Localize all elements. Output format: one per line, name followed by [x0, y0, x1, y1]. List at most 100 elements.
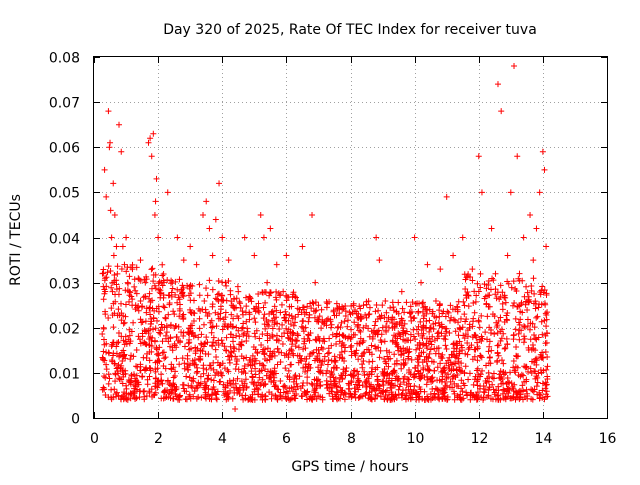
data-point — [189, 384, 196, 391]
data-point — [309, 349, 316, 356]
data-point — [393, 357, 400, 364]
data-point — [392, 375, 399, 382]
data-point — [189, 329, 196, 336]
data-point — [159, 380, 166, 387]
data-point — [273, 307, 280, 314]
data-point — [379, 368, 386, 375]
data-point — [124, 264, 131, 271]
data-point — [133, 264, 140, 271]
data-point — [126, 288, 133, 295]
data-point — [202, 350, 209, 357]
data-point — [478, 312, 485, 319]
data-point — [318, 306, 325, 313]
data-point — [100, 348, 107, 355]
data-point — [279, 321, 286, 328]
data-point — [539, 354, 546, 361]
data-point — [368, 351, 375, 358]
data-point — [143, 341, 150, 348]
data-point — [159, 272, 166, 279]
data-point — [228, 298, 235, 305]
data-point — [407, 313, 414, 320]
data-point — [326, 335, 333, 342]
data-point — [158, 279, 165, 286]
data-point — [512, 363, 519, 370]
data-point — [253, 303, 260, 310]
data-point — [514, 389, 521, 396]
data-point — [277, 309, 284, 316]
data-point — [238, 325, 245, 332]
data-point — [388, 380, 395, 387]
data-point — [105, 380, 112, 387]
data-point — [470, 300, 477, 307]
data-point — [430, 321, 437, 328]
data-point — [458, 360, 465, 367]
data-point — [487, 286, 494, 293]
data-point — [220, 388, 227, 395]
data-point — [113, 243, 120, 250]
data-point — [414, 367, 421, 374]
data-point — [143, 276, 150, 283]
data-point — [201, 386, 208, 393]
data-point — [151, 282, 158, 289]
data-point — [403, 382, 410, 389]
data-point — [355, 386, 362, 393]
data-point — [108, 234, 115, 241]
data-point — [228, 311, 235, 318]
data-point — [298, 392, 305, 399]
data-point — [274, 320, 281, 327]
data-point — [304, 374, 311, 381]
data-point — [403, 392, 410, 399]
data-point — [497, 282, 504, 289]
data-point — [319, 358, 326, 365]
data-point — [345, 393, 352, 400]
data-point — [193, 369, 200, 376]
y-tick-label: 0.06 — [49, 141, 80, 157]
data-point — [532, 368, 539, 375]
data-point — [182, 396, 189, 403]
data-point — [119, 380, 126, 387]
data-point — [105, 371, 112, 378]
data-point — [460, 380, 467, 387]
data-point — [497, 368, 504, 375]
data-point — [362, 392, 369, 399]
data-point — [294, 383, 301, 390]
data-point — [476, 336, 483, 343]
data-point — [213, 354, 220, 361]
data-point — [350, 331, 357, 338]
data-point — [383, 370, 390, 377]
data-point — [469, 334, 476, 341]
data-point — [165, 311, 172, 318]
data-point — [544, 309, 551, 316]
data-point — [227, 348, 234, 355]
data-point — [324, 381, 331, 388]
data-point — [478, 354, 485, 361]
data-point — [523, 386, 530, 393]
data-point — [336, 338, 343, 345]
data-point — [473, 292, 480, 299]
data-point — [300, 324, 307, 331]
data-point — [478, 189, 485, 196]
data-point — [264, 279, 271, 286]
data-point — [500, 360, 507, 367]
data-point — [444, 396, 451, 403]
data-point — [512, 286, 519, 293]
data-point — [517, 373, 524, 380]
data-point — [289, 350, 296, 357]
data-point — [306, 337, 313, 344]
data-point — [271, 321, 278, 328]
data-point — [112, 378, 119, 385]
data-point — [292, 294, 299, 301]
data-point — [202, 306, 209, 313]
data-point — [175, 323, 182, 330]
data-point — [309, 381, 316, 388]
data-point — [395, 330, 402, 337]
data-point — [101, 341, 108, 348]
data-point — [490, 386, 497, 393]
data-point — [328, 342, 335, 349]
data-point — [428, 341, 435, 348]
data-point — [127, 356, 134, 363]
data-point — [126, 298, 133, 305]
data-point — [511, 63, 518, 70]
data-point — [424, 376, 431, 383]
data-point — [470, 381, 477, 388]
